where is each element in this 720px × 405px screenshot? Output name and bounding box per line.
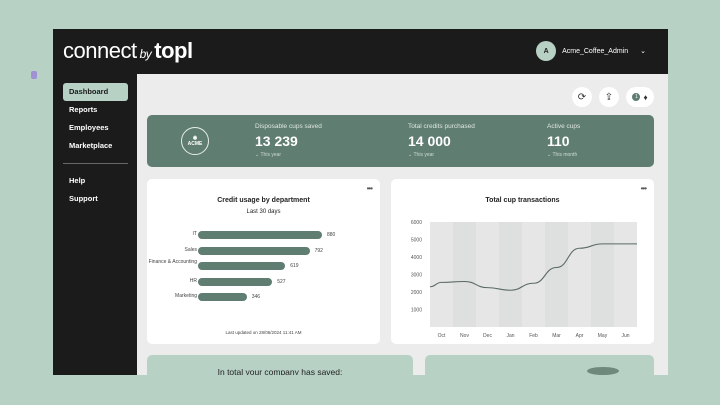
header: connect by topl A Acme_Coffee_Admin ⌄ — [53, 29, 668, 74]
line-chart: Oct Nov Dec Jan Feb Mar Apr May Jun 1000 2000 3000 4… — [411, 220, 637, 339]
chart-subtitle: Last 30 days — [246, 209, 281, 215]
sidebar-item-reports[interactable]: Reports — [69, 105, 98, 114]
x-tick-label: May — [598, 333, 608, 339]
bar-label: Marketing — [175, 293, 197, 299]
series-line — [429, 243, 637, 291]
chevron-down-icon: ⌄ — [640, 48, 646, 55]
x-tick-label: Mar — [552, 333, 561, 339]
bar — [198, 231, 322, 239]
bar — [198, 277, 273, 286]
x-tick-label: Apr — [576, 333, 584, 339]
main-content: ⟳ ⇪ 1 ♦ ◉ ACME Disposable cups saved 13 239… — [137, 74, 668, 375]
bar-value: 880 — [327, 232, 336, 238]
chart-band — [499, 222, 522, 327]
stats-banner: ◉ ACME Disposable cups saved 13 239 ⌄ This … — [147, 115, 654, 167]
cup-transactions-card: ••• Total cup transactions Oct Nov Dec Jan F… — [391, 179, 654, 344]
bar-value: 619 — [290, 263, 299, 269]
x-tick-label: Jun — [621, 333, 629, 339]
y-tick-label: 6000 — [411, 220, 422, 226]
savings-card: In total your company has saved: — [147, 355, 413, 375]
bar-row: IT 880 — [147, 230, 380, 240]
bar-label: Sales — [184, 246, 197, 253]
bar-value: 527 — [277, 278, 286, 285]
user-name: Acme_Coffee_Admin — [562, 47, 629, 55]
x-tick-label: Nov — [460, 333, 469, 339]
sidebar-item-help[interactable]: Help — [69, 176, 86, 185]
y-tick-label: 1000 — [411, 308, 422, 314]
bar-row: HR 527 — [147, 277, 380, 287]
bar-value: 346 — [251, 294, 261, 300]
bar-row: Sales 792 — [147, 246, 380, 256]
stat-cups-saved: Disposable cups saved 13 239 ⌄ This year — [255, 123, 322, 158]
more-options-icon[interactable]: ••• — [640, 184, 647, 193]
bar-value: 792 — [314, 247, 323, 254]
bar-label: IT — [192, 231, 197, 237]
bar — [198, 246, 310, 255]
y-tick-label: 5000 — [411, 238, 422, 244]
chart-band — [614, 222, 637, 327]
sidebar-item-employees[interactable]: Employees — [69, 123, 109, 132]
chart-band — [591, 222, 614, 327]
x-tick-label: Jan — [506, 333, 514, 339]
bell-icon: ♦ — [643, 92, 648, 102]
bar-row: Marketing 346 — [147, 292, 380, 302]
x-tick-label: Dec — [483, 333, 492, 339]
avatar: A — [536, 41, 557, 61]
bar-row: Finance & Accounting 619 — [147, 259, 380, 271]
bar — [198, 293, 247, 301]
last-updated: Last updated on 28/06/2024 11:41 AM — [225, 330, 302, 335]
chart-band — [430, 222, 453, 327]
logo: connect by topl — [63, 38, 193, 63]
mouse-cursor — [31, 71, 37, 79]
x-tick-label: Oct — [438, 333, 446, 339]
savings-title: In total your company has saved: — [217, 367, 343, 375]
y-tick-label: 3000 — [411, 273, 422, 279]
chart-title: Total cup transactions — [485, 197, 560, 204]
chart-band — [453, 222, 476, 327]
chart-title: Credit usage by department — [217, 197, 310, 204]
stat-credits-purchased: Total credits purchased 14 000 ⌄ This year — [408, 123, 475, 158]
stat-active-cups: Active cups 110 ⌄ This month — [547, 123, 581, 158]
chart-band — [545, 222, 568, 327]
y-tick-label: 4000 — [411, 255, 422, 261]
sidebar: Dashboard Reports Employees Marketplace … — [53, 74, 137, 375]
upload-icon: ⇪ — [604, 91, 614, 103]
refresh-button[interactable]: ⟳ — [572, 87, 592, 107]
x-tick-label: Feb — [529, 333, 538, 339]
cup-image — [587, 367, 619, 375]
sidebar-item-marketplace[interactable]: Marketplace — [69, 141, 113, 150]
credit-usage-card: ••• Credit usage by department Last 30 d… — [147, 179, 380, 344]
sidebar-item-support[interactable]: Support — [69, 194, 98, 203]
notifications-button[interactable]: 1 ♦ — [626, 87, 654, 107]
chart-band — [568, 222, 591, 327]
user-menu[interactable]: A Acme_Coffee_Admin ⌄ — [536, 41, 646, 61]
bar — [198, 262, 286, 270]
cup-card — [425, 355, 654, 375]
notification-badge: 1 — [632, 93, 641, 101]
sidebar-divider — [63, 163, 128, 164]
export-button[interactable]: ⇪ — [599, 87, 619, 107]
chart-band — [476, 222, 499, 327]
sidebar-item-dashboard[interactable]: Dashboard — [63, 83, 128, 101]
chart-band — [522, 222, 545, 327]
refresh-icon: ⟳ — [577, 91, 587, 103]
bar-label: Finance & Accounting — [148, 259, 197, 265]
y-tick-label: 2000 — [411, 290, 422, 296]
app-window: connect by topl A Acme_Coffee_Admin ⌄ Dash… — [53, 29, 668, 375]
more-options-icon[interactable]: ••• — [366, 184, 373, 193]
bar-label: HR — [189, 277, 197, 284]
company-logo: ◉ ACME — [181, 127, 209, 155]
